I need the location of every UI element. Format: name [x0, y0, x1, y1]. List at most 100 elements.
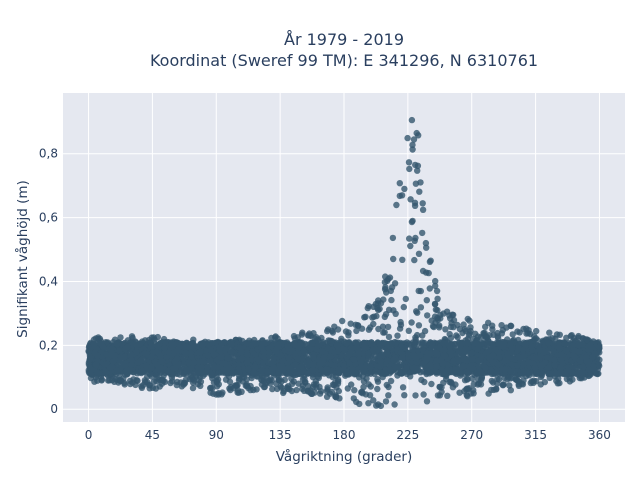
scatter-point: [333, 384, 340, 391]
scatter-point: [386, 366, 394, 373]
scatter-point: [399, 384, 407, 391]
scatter-point: [574, 370, 581, 378]
scatter-point: [325, 337, 332, 344]
scatter-point: [501, 366, 509, 373]
scatter-point: [227, 339, 235, 346]
scatter-point: [361, 345, 369, 352]
scatter-point: [103, 351, 110, 358]
scatter-point: [318, 366, 325, 374]
scatter-point: [393, 201, 400, 209]
scatter-point: [295, 380, 302, 387]
scatter-point: [436, 324, 443, 331]
scatter-point: [374, 385, 381, 393]
scatter-point: [520, 352, 528, 359]
scatter-point: [423, 398, 431, 405]
scatter-point: [420, 391, 427, 398]
scatter-point: [385, 383, 392, 391]
scatter-point: [162, 339, 169, 346]
scatter-point: [485, 319, 492, 326]
scatter-point: [236, 375, 243, 382]
scatter-point: [300, 348, 308, 356]
scatter-point: [111, 378, 118, 385]
scatter-point: [130, 376, 137, 383]
scatter-point: [423, 269, 430, 276]
scatter-point: [293, 386, 300, 394]
scatter-point: [132, 349, 140, 356]
scatter-point: [411, 202, 419, 209]
scatter-point: [311, 389, 318, 396]
scatter-point: [373, 402, 380, 409]
scatter-point: [433, 363, 440, 370]
scatter-point: [426, 339, 434, 346]
scatter-point: [411, 256, 418, 264]
scatter-point: [390, 255, 397, 263]
scatter-point: [464, 339, 471, 347]
scatter-point: [190, 336, 197, 343]
scatter-point: [150, 334, 157, 341]
scatter-point: [95, 334, 102, 341]
scatter-point: [297, 341, 304, 348]
scatter-point: [406, 165, 413, 173]
scatter-point: [447, 334, 455, 342]
scatter-point: [498, 322, 505, 329]
scatter-point: [401, 185, 408, 193]
scatter-point: [280, 389, 287, 397]
scatter-point: [576, 348, 583, 355]
scatter-point: [197, 348, 204, 356]
scatter-point: [376, 305, 383, 313]
scatter-point: [514, 362, 521, 369]
scatter-point: [269, 385, 276, 393]
scatter-point: [507, 387, 514, 394]
scatter-point: [385, 392, 392, 399]
scatter-point: [399, 256, 406, 263]
scatter-point: [307, 332, 314, 339]
scatter-point: [377, 369, 385, 377]
scatter-point: [86, 356, 94, 363]
scatter-point: [167, 379, 174, 387]
scatter-point: [471, 371, 478, 379]
scatter-point: [384, 357, 391, 364]
scatter-point: [487, 369, 494, 376]
scatter-point: [195, 377, 202, 384]
scatter-point: [512, 376, 519, 383]
scatter-point: [381, 278, 389, 286]
scatter-point: [210, 390, 217, 397]
scatter-point: [127, 351, 135, 358]
scatter-point: [355, 322, 362, 330]
scatter-point: [499, 381, 507, 389]
scatter-point: [348, 381, 355, 388]
scatter-point: [407, 369, 414, 376]
scatter-point: [283, 384, 291, 391]
scatter-point: [439, 339, 447, 347]
scatter-point: [460, 362, 467, 370]
scatter-point: [263, 374, 271, 382]
scatter-point: [561, 340, 568, 347]
scatter-point: [360, 378, 368, 385]
scatter-point: [533, 378, 540, 385]
scatter-point: [461, 326, 468, 333]
scatter-point: [98, 376, 106, 383]
scatter-point: [388, 296, 395, 304]
scatter-point: [328, 327, 336, 335]
scatter-point: [546, 364, 553, 371]
scatter-point: [304, 370, 312, 377]
scatter-point: [494, 333, 501, 340]
scatter-point: [173, 381, 180, 389]
scatter-point: [436, 383, 443, 391]
scatter-point: [188, 374, 195, 382]
scatter-point: [313, 381, 320, 388]
scatter-point: [440, 310, 447, 317]
scatter-point: [407, 242, 414, 250]
scatter-point: [367, 370, 374, 377]
scatter-point: [349, 365, 356, 372]
scatter-point: [423, 244, 430, 251]
scatter-point: [551, 356, 558, 364]
scatter-point: [410, 136, 418, 143]
scatter-point: [278, 384, 285, 391]
scatter-point: [596, 356, 603, 363]
scatter-point: [355, 350, 362, 357]
scatter-point: [434, 306, 441, 314]
scatter-point: [290, 378, 297, 385]
scatter-point: [412, 392, 419, 399]
scatter-point: [468, 349, 475, 357]
